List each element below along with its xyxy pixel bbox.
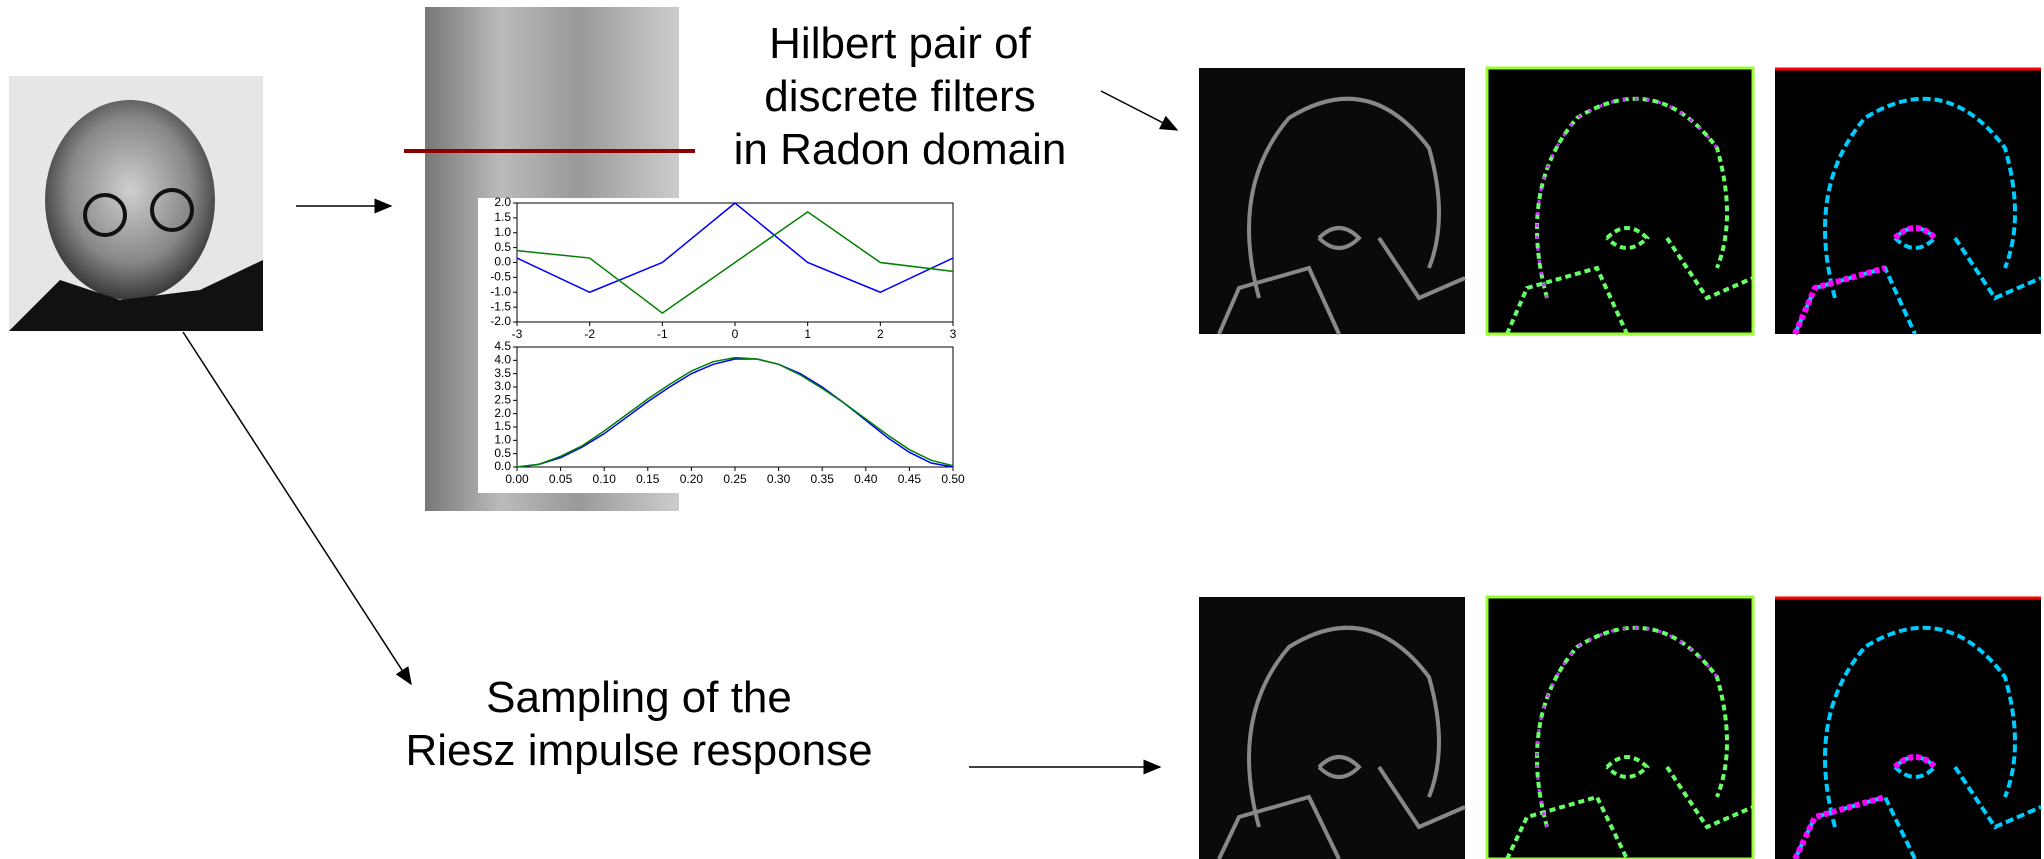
y-tick-label: 2.0: [494, 406, 511, 420]
line-series: [516, 211, 954, 314]
y-tick-label: 0.0: [494, 459, 511, 473]
x-tick-label: -1: [657, 327, 668, 341]
x-tick-label: 0.35: [811, 472, 835, 486]
x-tick-label: 0.15: [636, 472, 660, 486]
x-tick-label: 0.10: [593, 472, 617, 486]
y-tick-label: 3.0: [494, 379, 511, 393]
x-tick-label: 0.00: [505, 472, 529, 486]
y-tick-label: -1.0: [490, 284, 511, 298]
x-tick-label: -2: [584, 327, 595, 341]
line-series: [516, 202, 954, 294]
label: Hilbert pair of: [769, 19, 1031, 68]
portrait-photo: [9, 76, 263, 331]
label: discrete filters: [764, 72, 1035, 121]
chart-background: [478, 198, 965, 493]
y-tick-label: 1.5: [494, 210, 511, 224]
y-tick-label: 3.5: [494, 366, 511, 380]
x-tick-label: 3: [950, 327, 957, 341]
y-tick-label: 1.0: [494, 225, 511, 239]
y-tick-label: 2.5: [494, 393, 511, 407]
arrow: [182, 331, 412, 686]
x-tick-label: 0: [732, 327, 739, 341]
x-tick-label: 0.30: [767, 472, 791, 486]
x-tick-label: 1: [804, 327, 811, 341]
y-tick-label: 4.0: [494, 353, 511, 367]
y-tick-label: 4.5: [494, 339, 511, 353]
label: Riesz impulse response: [405, 726, 872, 775]
y-tick-label: 1.0: [494, 433, 511, 447]
x-tick-label: 0.40: [854, 472, 878, 486]
line-series: [516, 358, 954, 468]
y-tick-label: -0.5: [490, 270, 511, 284]
y-tick-label: 1.5: [494, 419, 511, 433]
line-series: [516, 356, 954, 468]
x-tick-label: 0.50: [941, 472, 965, 486]
y-tick-label: 0.5: [494, 446, 511, 460]
y-tick-label: -1.5: [490, 299, 511, 313]
y-tick-label: 2.0: [494, 195, 511, 209]
x-tick-label: 2: [877, 327, 884, 341]
y-tick-label: -2.0: [490, 314, 511, 328]
x-tick-label: 0.45: [898, 472, 922, 486]
label: Sampling of the: [486, 673, 792, 722]
x-tick-label: 0.20: [680, 472, 704, 486]
result-images: [1199, 66, 2042, 859]
arrow: [1100, 90, 1179, 131]
label: in Radon domain: [734, 125, 1067, 174]
y-tick-label: 0.5: [494, 240, 511, 254]
y-tick-label: 0.0: [494, 255, 511, 269]
x-tick-label: 0.05: [549, 472, 573, 486]
x-tick-label: -3: [512, 327, 523, 341]
x-tick-label: 0.25: [723, 472, 747, 486]
